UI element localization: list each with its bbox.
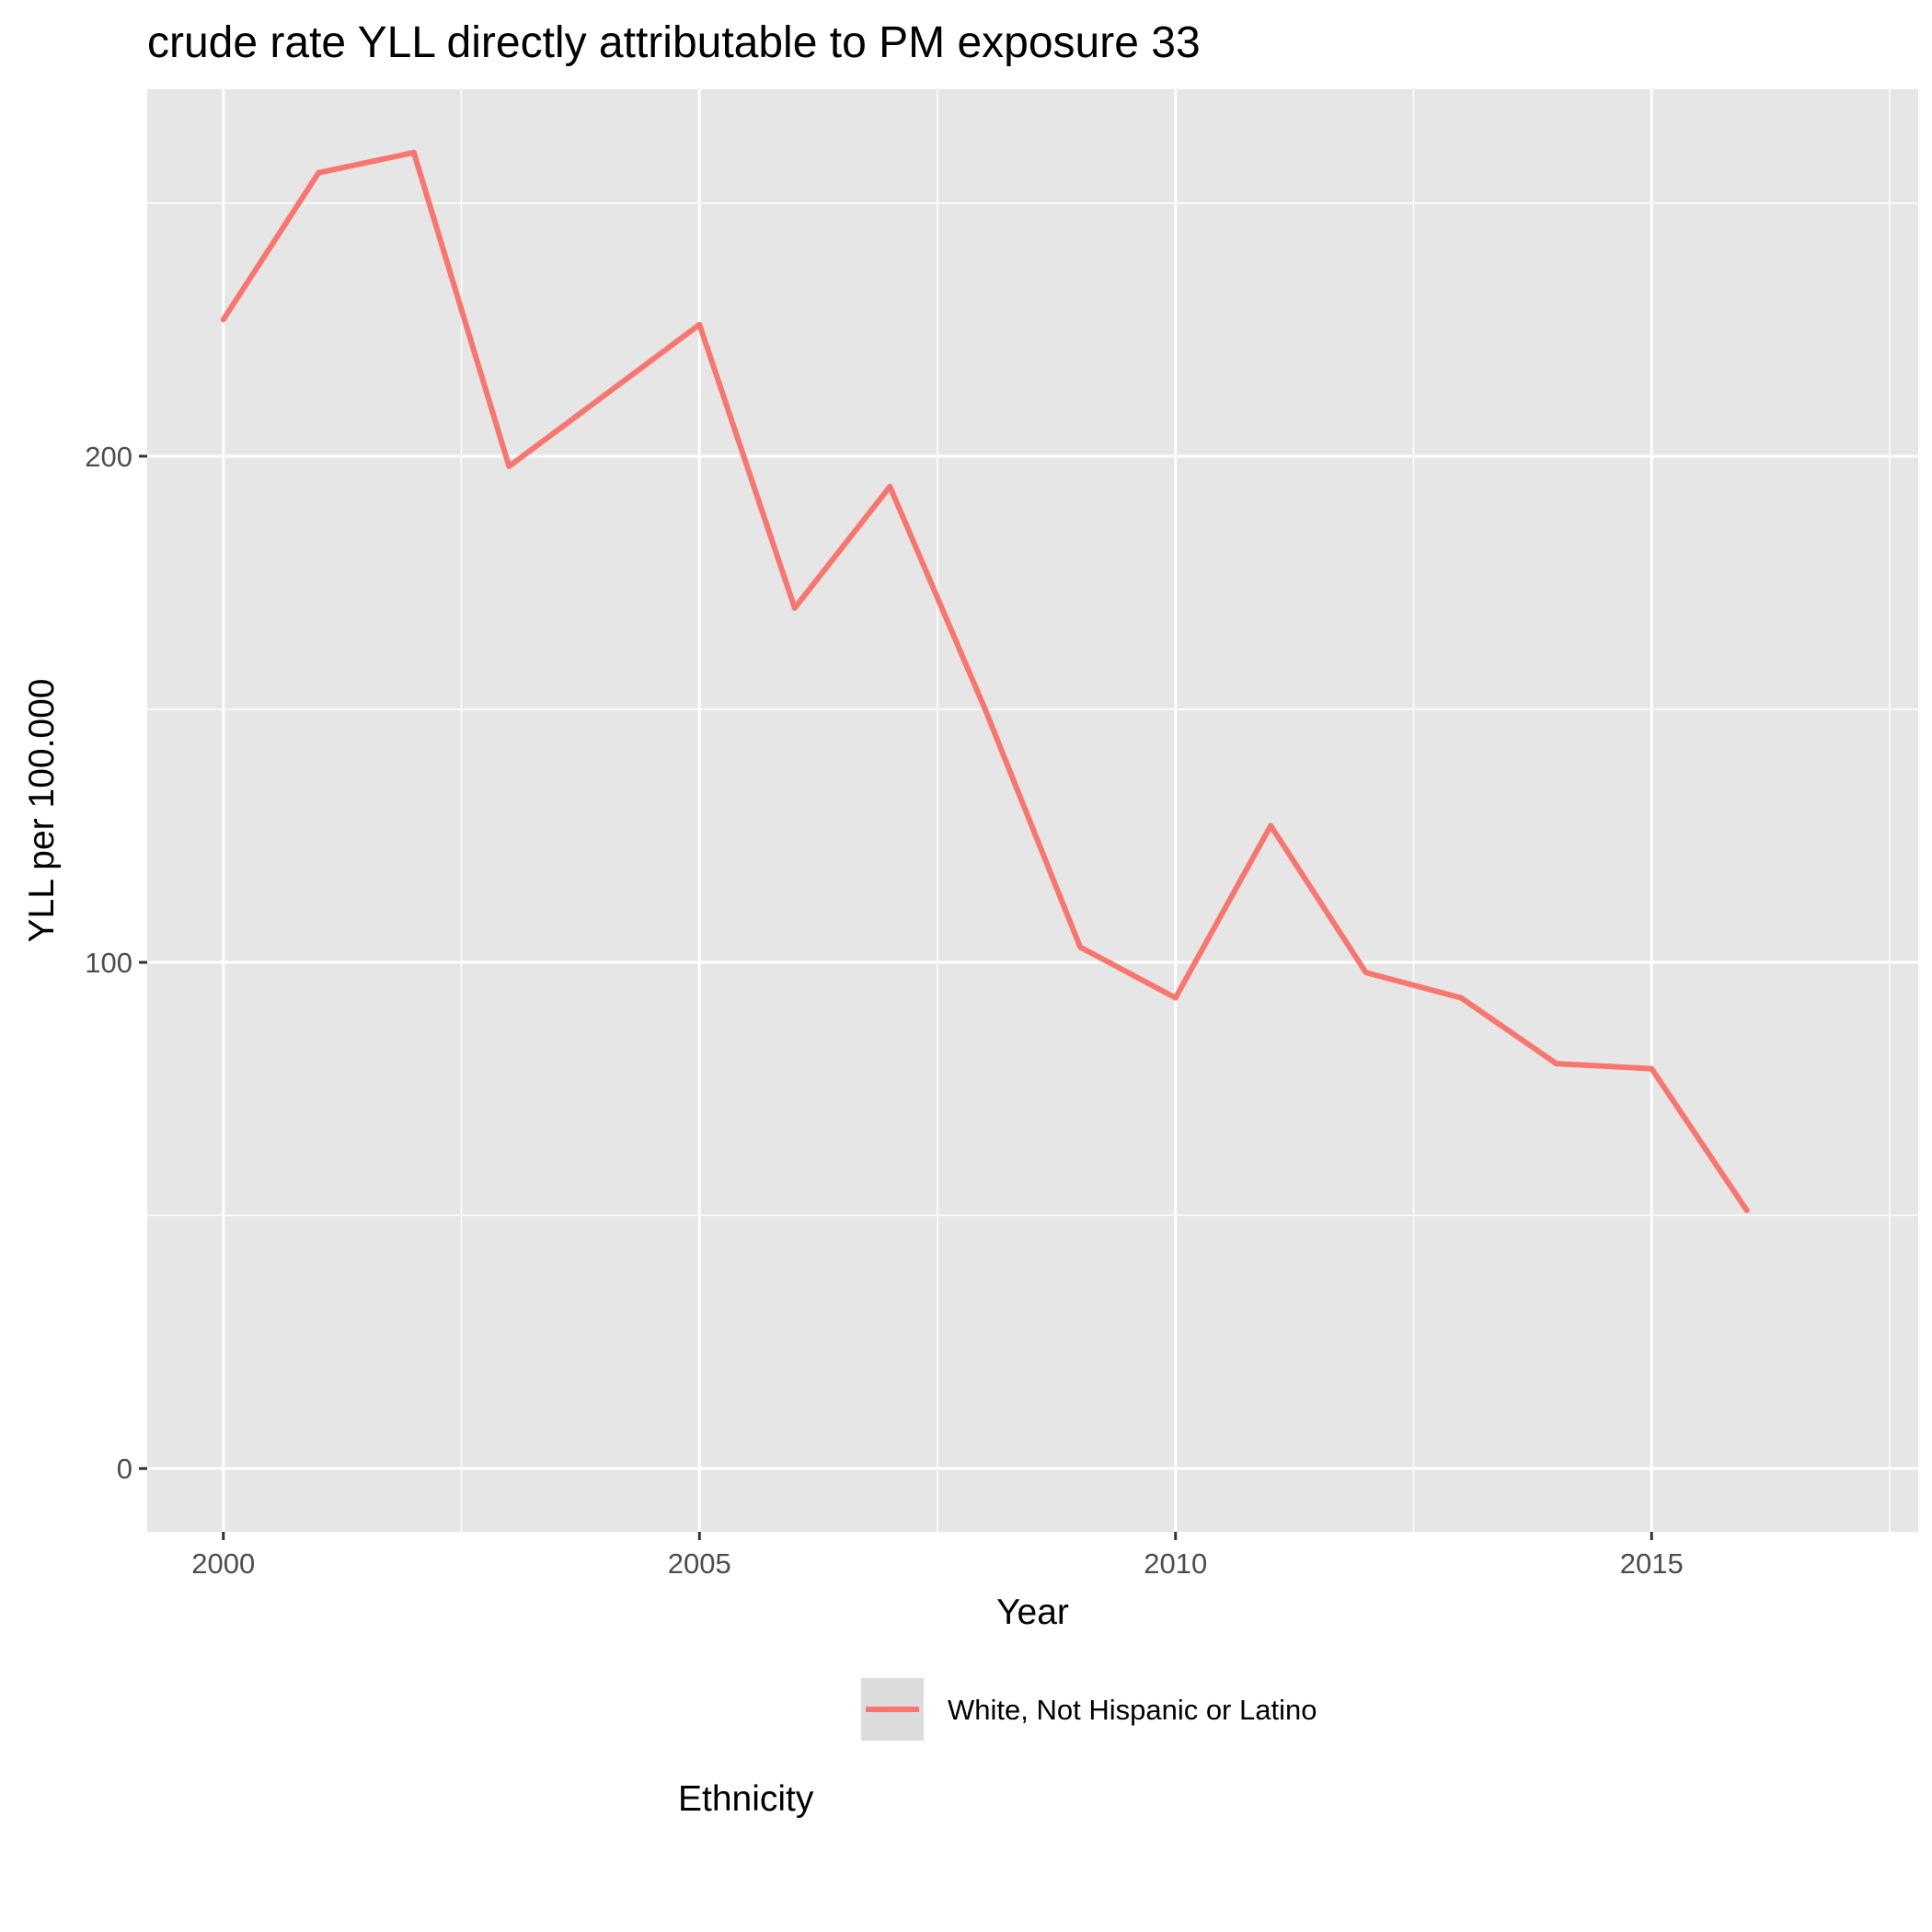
- legend-title: Ethnicity: [678, 1779, 814, 1819]
- x-axis: 2000 2005 2010 2015: [191, 1532, 1684, 1580]
- data-point: [1458, 995, 1465, 1001]
- data-point: [316, 169, 322, 176]
- x-tick-label: 2005: [668, 1547, 731, 1580]
- chart-title: crude rate YLL directly attributable to …: [147, 18, 1201, 67]
- y-tick-label: 0: [117, 1453, 132, 1485]
- x-tick-label: 2000: [191, 1547, 255, 1580]
- data-point: [791, 604, 798, 611]
- data-point: [696, 321, 703, 328]
- x-axis-title: Year: [996, 1593, 1069, 1632]
- data-point: [1363, 970, 1369, 976]
- data-point: [506, 463, 512, 469]
- data-point: [1743, 1207, 1750, 1213]
- data-point: [1553, 1061, 1559, 1067]
- data-point: [601, 392, 607, 398]
- data-point: [1649, 1065, 1655, 1072]
- x-tick-label: 2015: [1620, 1547, 1684, 1580]
- plot-panel: [147, 89, 1918, 1532]
- y-tick-label: 100: [85, 947, 132, 979]
- data-point: [1172, 995, 1179, 1001]
- data-point: [982, 706, 988, 712]
- data-point: [1268, 822, 1274, 829]
- series-layer: [220, 149, 1750, 1213]
- legend-label: White, Not Hispanic or Latino: [948, 1694, 1317, 1726]
- data-point: [1077, 944, 1084, 950]
- legend: White, Not Hispanic or Latino Ethnicity: [678, 1676, 1317, 1819]
- y-axis: 0 100 200: [85, 441, 147, 1485]
- x-tick-label: 2010: [1144, 1547, 1207, 1580]
- grid-minor: [147, 89, 1918, 1532]
- data-point: [887, 483, 893, 489]
- data-point: [410, 149, 417, 155]
- data-point: [220, 316, 226, 323]
- y-tick-label: 200: [85, 441, 132, 473]
- y-axis-title: YLL per 100.000: [22, 679, 62, 943]
